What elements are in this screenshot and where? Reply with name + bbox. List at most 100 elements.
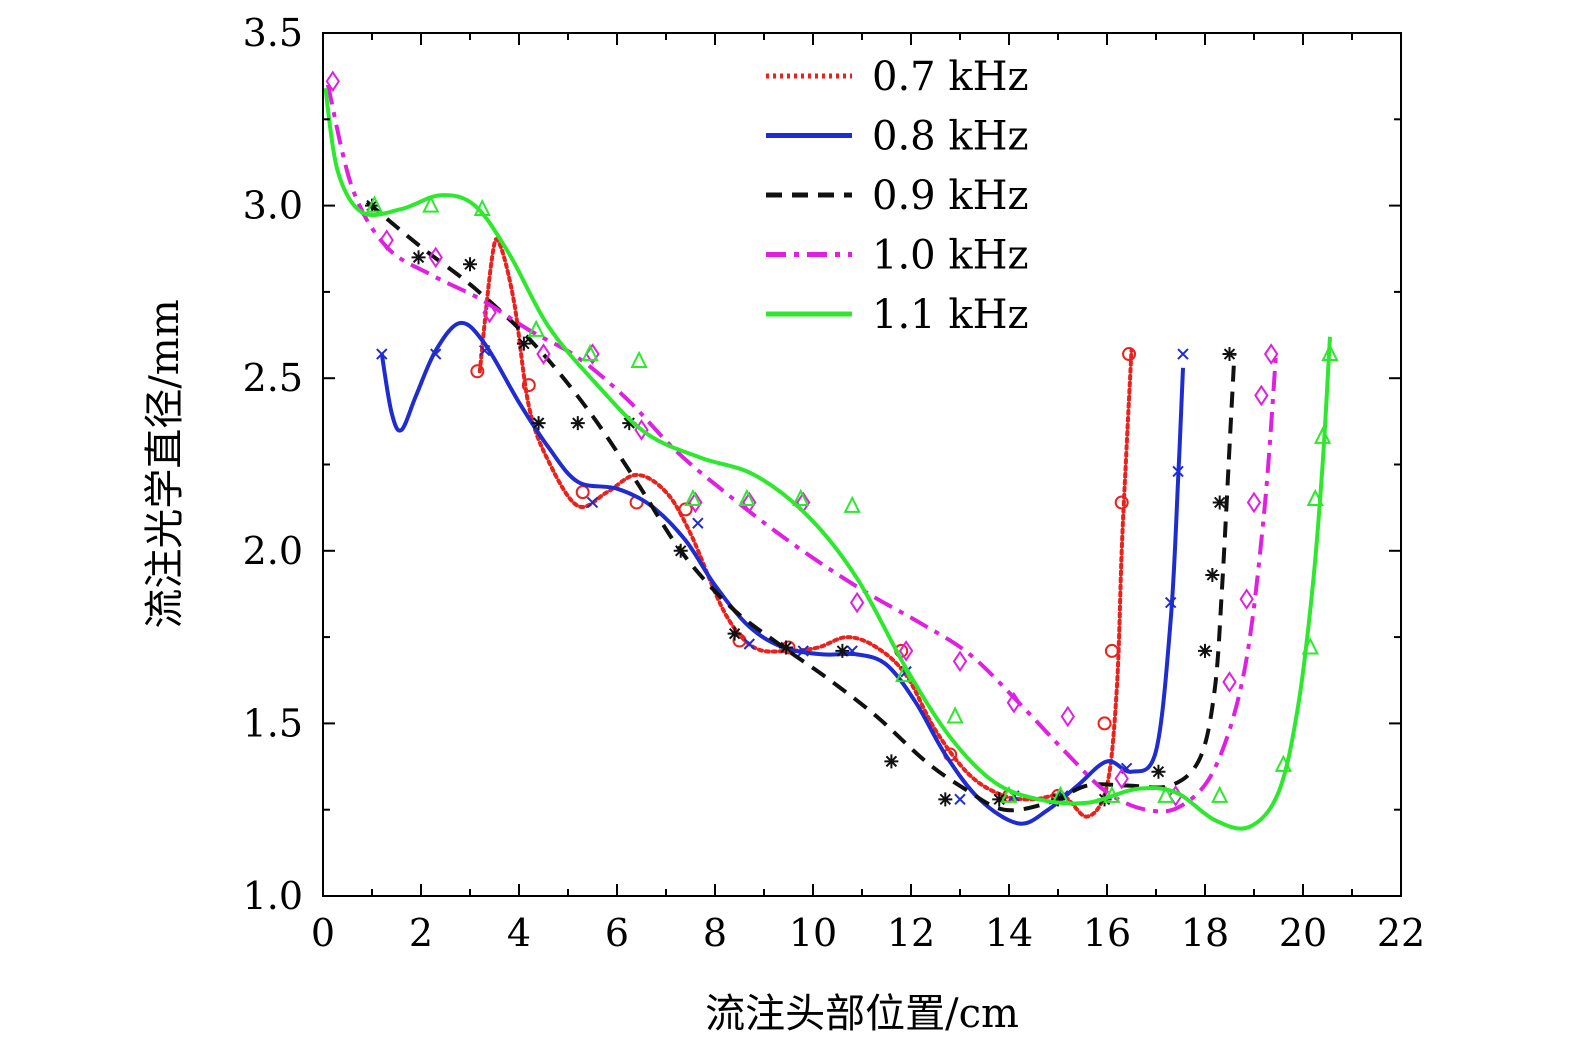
plot-area	[322, 32, 1402, 897]
data-point	[797, 645, 809, 657]
series-line	[325, 84, 1278, 814]
data-point	[952, 650, 968, 673]
data-point	[1222, 671, 1237, 693]
data-point	[1263, 343, 1279, 365]
data-point	[938, 792, 953, 807]
ticks-layer	[322, 32, 1402, 897]
data-point	[846, 645, 858, 657]
data-point	[1122, 347, 1137, 362]
data-point	[473, 198, 491, 217]
data-point	[688, 491, 703, 514]
legend-label: 1.1 kHz	[872, 292, 1029, 338]
x-tick-label: 10	[789, 911, 837, 955]
data-point	[1006, 691, 1022, 714]
data-point	[895, 664, 913, 683]
data-point	[325, 70, 341, 93]
data-point	[470, 364, 485, 379]
x-tick-label: 16	[1083, 911, 1131, 955]
data-point	[365, 195, 384, 213]
legend: 0.7 kHz 0.8 kHz 0.9 kHz 1.0 kHz 1.1 kHz	[766, 54, 1029, 338]
data-point	[779, 640, 794, 655]
data-point	[521, 378, 536, 393]
data-point	[1301, 637, 1319, 655]
data-point	[1104, 643, 1119, 658]
data-point	[1211, 785, 1229, 803]
data-point	[684, 488, 702, 507]
data-point	[1114, 767, 1129, 790]
data-point	[1205, 567, 1220, 582]
data-point	[630, 350, 648, 368]
data-point	[1177, 348, 1189, 360]
data-point	[1097, 716, 1112, 731]
tick-labels: 0 2 4 6 8 10 12 14 16 18 20 22 1.0 1.5 2.0 2.5 3.0 3.5	[243, 11, 1426, 955]
data-point	[527, 319, 545, 337]
data-point	[843, 495, 861, 513]
series-layer	[323, 70, 1339, 831]
x-axis-label: 流注头部位置/cm	[705, 991, 1019, 1037]
data-point	[1051, 792, 1065, 807]
data-point	[482, 301, 497, 324]
data-point	[531, 416, 546, 431]
y-tick-label: 3.0	[243, 184, 303, 228]
data-point	[849, 591, 865, 614]
data-point	[1274, 754, 1293, 772]
data-point	[1313, 426, 1332, 444]
data-point	[743, 638, 756, 650]
data-point	[898, 640, 914, 662]
data-point	[1246, 491, 1262, 514]
data-point	[376, 348, 388, 360]
data-point	[586, 496, 599, 509]
data-point	[1000, 785, 1018, 803]
data-point	[1321, 343, 1339, 362]
data-point	[1306, 488, 1324, 507]
data-point	[884, 754, 899, 769]
x-tick-label: 20	[1279, 911, 1327, 955]
y-tick-label: 2.5	[243, 356, 303, 400]
data-point	[516, 336, 531, 351]
y-tick-label: 3.5	[243, 11, 303, 55]
data-point	[575, 485, 590, 500]
data-point	[536, 343, 551, 365]
data-point	[992, 792, 1007, 807]
data-point	[1103, 785, 1121, 803]
data-point	[954, 793, 966, 806]
data-point	[379, 229, 394, 251]
x-tick-label: 6	[605, 911, 629, 955]
series-line	[365, 200, 1237, 813]
data-point	[678, 502, 693, 517]
data-point	[478, 344, 491, 357]
x-tick-label: 12	[887, 911, 935, 955]
y-tick-label: 2.0	[243, 529, 303, 573]
data-point	[738, 488, 756, 507]
x-tick-label: 18	[1181, 911, 1229, 955]
data-point	[1222, 347, 1237, 362]
data-point	[581, 343, 599, 362]
data-point	[1051, 785, 1070, 803]
data-point	[1198, 643, 1212, 658]
series-line	[323, 87, 1332, 831]
legend-label: 0.8 kHz	[872, 114, 1029, 160]
y-tick-label: 1.5	[243, 701, 303, 745]
data-point	[1212, 495, 1227, 510]
data-point	[429, 348, 442, 360]
data-point	[411, 250, 426, 265]
x-tick-label: 8	[703, 911, 727, 955]
data-point	[1239, 588, 1254, 610]
data-point	[835, 643, 850, 658]
x-tick-label: 2	[409, 911, 433, 955]
data-point	[946, 706, 964, 724]
x-tick-label: 4	[507, 911, 531, 955]
series-0-9-khz	[365, 198, 1237, 813]
data-point	[673, 543, 688, 558]
data-point	[428, 246, 443, 269]
legend-label: 0.9 kHz	[872, 173, 1029, 219]
data-point	[1172, 465, 1184, 478]
data-point	[792, 488, 810, 507]
data-point	[365, 198, 379, 213]
data-point	[1151, 764, 1166, 779]
data-point	[1157, 785, 1175, 803]
data-point	[463, 257, 477, 272]
legend-label: 0.7 kHz	[872, 54, 1029, 100]
data-point	[1164, 596, 1177, 609]
